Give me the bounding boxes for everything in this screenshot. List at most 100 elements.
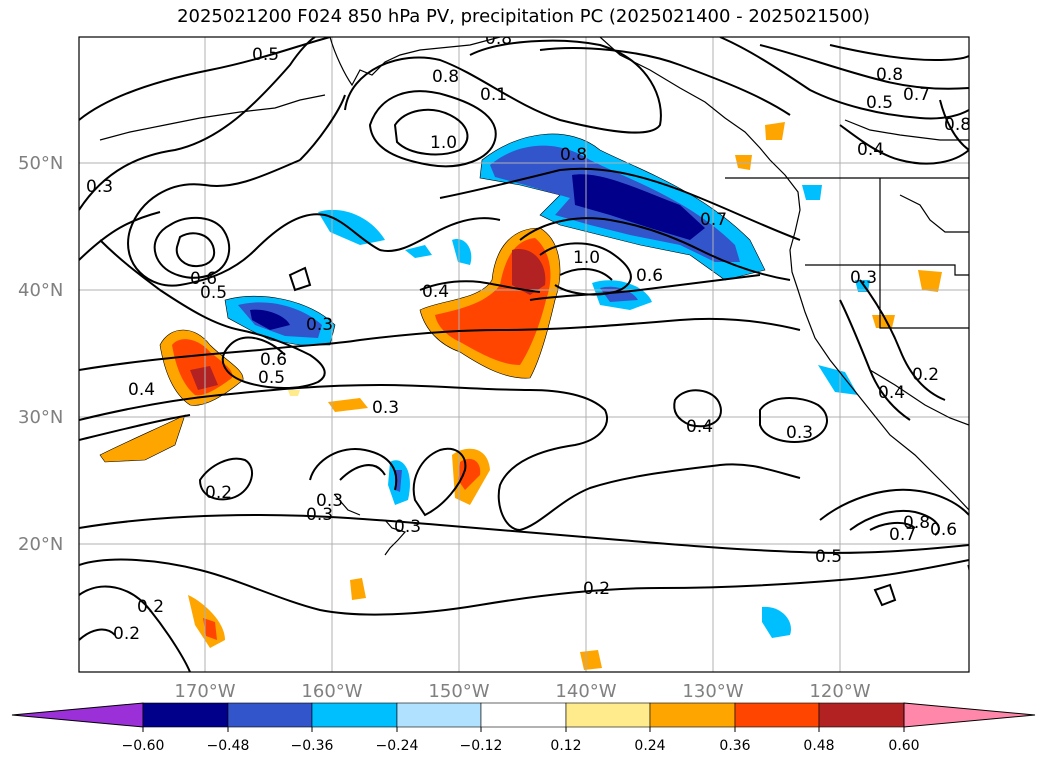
map-frame	[78, 36, 970, 673]
precip-positive-shading	[99, 122, 942, 670]
contour-label: 0.3	[306, 505, 333, 525]
colorbar-segment	[565, 702, 651, 728]
colorbar-segment	[396, 702, 482, 728]
contour-label: 0.7	[700, 210, 727, 230]
lat-label: 20°N	[18, 534, 63, 555]
colorbar-tick-label: −0.12	[460, 738, 503, 754]
colorbar-tick-label: −0.36	[291, 738, 334, 754]
contour-label: 0.3	[86, 177, 113, 197]
pv-contours	[79, 37, 969, 672]
lon-label: 120°W	[809, 681, 870, 702]
contour-label: 0.3	[786, 423, 813, 443]
lon-label: 150°W	[428, 681, 489, 702]
coastlines	[99, 37, 969, 571]
contour-label: 0.1	[480, 85, 507, 105]
precip-small-i	[765, 122, 785, 140]
contour-label: 0.3	[306, 315, 333, 335]
contour-label: 0.5	[815, 547, 842, 567]
colorbar-tick-labels: −0.60 −0.48 −0.36 −0.24 −0.12 0.12 0.24 …	[122, 738, 920, 754]
contour-label: 0.2	[583, 579, 610, 599]
precip-small-k	[918, 270, 942, 292]
contour-label: 0.4	[857, 140, 884, 160]
map-title: 2025021200 F024 850 hPa PV, precipitatio…	[177, 6, 870, 27]
precip-small-2	[452, 239, 472, 265]
colorbar-extend-max	[903, 702, 1036, 728]
colorbar-segment	[480, 702, 567, 728]
contour-label: 0.8	[560, 145, 587, 165]
precip-west-mid	[172, 339, 233, 396]
colorbar-tick-label: −0.60	[122, 738, 165, 754]
colorbar-tick-label: 0.36	[719, 738, 750, 754]
contour-label: 1.0	[573, 248, 600, 268]
lat-label: 30°N	[18, 407, 63, 428]
colorbar-tick-label: −0.48	[207, 738, 250, 754]
colorbar-tick-label: 0.12	[550, 738, 581, 754]
precip-small-f	[328, 398, 368, 412]
contour-label: 0.6	[260, 350, 287, 370]
contour-label: 1.0	[430, 133, 457, 153]
precip-small-5	[600, 286, 638, 302]
colorbar-segment	[227, 702, 313, 728]
contour-label: 0.2	[137, 597, 164, 617]
contour-label: 0.6	[190, 269, 217, 289]
lon-label: 130°W	[682, 681, 743, 702]
colorbar-segment	[649, 702, 736, 728]
map-area: 0.5 0.8 0.8 0.8 0.7 0.5 0.8 0.4 0.1 1.0 …	[79, 29, 971, 672]
contour-label: 0.4	[128, 380, 155, 400]
contour-label: 0.4	[878, 383, 905, 403]
contour-label: 0.3	[316, 491, 343, 511]
contour-label: 0.4	[422, 282, 449, 302]
contour-label: 0.2	[113, 624, 140, 644]
contour-label: 0.6	[636, 266, 663, 286]
precip-small-m	[288, 390, 300, 396]
lat-label: 40°N	[18, 280, 63, 301]
precip-small-10	[802, 185, 822, 200]
longitude-axis: 170°W 160°W 150°W 140°W 130°W 120°W	[174, 681, 870, 702]
contour-label: 0.8	[432, 67, 459, 87]
contour-label: 0.2	[205, 483, 232, 503]
colorbar-segment	[311, 702, 398, 728]
contour-label: 0.6	[930, 520, 957, 540]
latitude-axis: 50°N 40°N 30°N 20°N	[18, 153, 63, 555]
colorbar-extend-min	[11, 702, 144, 728]
contour-label: 0.5	[258, 368, 285, 388]
contour-label: 0.3	[394, 517, 421, 537]
precip-west-blob-core	[250, 309, 290, 330]
precip-central-core	[512, 249, 546, 295]
colorbar-ticks	[142, 727, 905, 732]
lat-label: 50°N	[18, 153, 63, 174]
lon-label: 170°W	[174, 681, 235, 702]
colorbar: −0.60 −0.48 −0.36 −0.24 −0.12 0.12 0.24 …	[11, 702, 1036, 754]
colorbar-segment	[142, 702, 229, 728]
precip-small-g	[350, 578, 366, 600]
contour-label: 0.8	[876, 65, 903, 85]
contour-label: 0.2	[912, 365, 939, 385]
contour-label: 0.4	[686, 417, 713, 437]
colorbar-segment	[734, 702, 820, 728]
colorbar-tick-label: −0.24	[376, 738, 419, 754]
colorbar-tick-label: 0.24	[634, 738, 665, 754]
precip-small-h	[580, 650, 602, 670]
precip-small-e	[203, 618, 217, 640]
precip-band-north-core	[572, 174, 705, 240]
contour-label: 0.3	[372, 398, 399, 418]
contour-label: 0.5	[866, 93, 893, 113]
precip-small-9	[818, 365, 858, 395]
colorbar-tick-label: 0.48	[803, 738, 834, 754]
precip-west-core	[190, 366, 218, 390]
contour-label: 0.8	[485, 29, 512, 49]
precip-small-c	[458, 458, 481, 490]
contour-label: 0.8	[944, 115, 971, 135]
contour-label: 0.5	[200, 283, 227, 303]
precip-small-8	[762, 606, 791, 638]
lon-label: 160°W	[301, 681, 362, 702]
colorbar-segment	[818, 702, 905, 728]
contour-label: 0.5	[252, 45, 279, 65]
contour-labels: 0.5 0.8 0.8 0.8 0.7 0.5 0.8 0.4 0.1 1.0 …	[86, 29, 971, 644]
colorbar-tick-label: 0.60	[888, 738, 919, 754]
precip-small-3	[405, 245, 432, 258]
precip-negative-shading	[224, 133, 870, 638]
lon-label: 140°W	[555, 681, 616, 702]
contour-label: 0.7	[903, 85, 930, 105]
